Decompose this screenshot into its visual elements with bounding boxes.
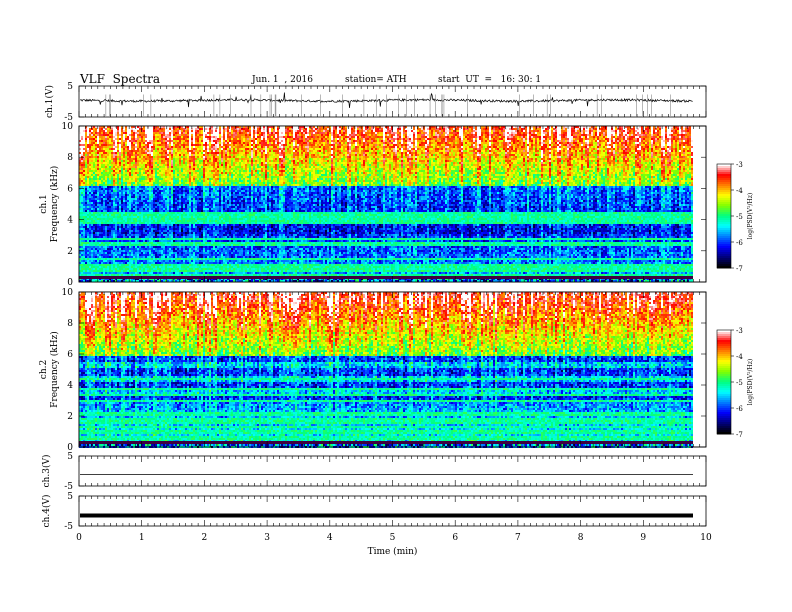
ch2-spectrogram-colorbar-tick-label: -5 — [736, 379, 743, 387]
ch2-spectrogram-cells — [79, 292, 693, 448]
ch2-spectrogram-colorbar — [717, 330, 731, 435]
xtick-label: 7 — [515, 533, 521, 543]
ch2-spectrogram-colorbar-tick-label: -4 — [736, 353, 743, 361]
ch1-spectrogram-ytick-label: 4 — [67, 216, 73, 226]
ch3-waveform-ylabel: ch.3(V) — [41, 455, 52, 488]
xtick-label: 3 — [264, 533, 270, 543]
ch1-spectrogram-colorbar-tick-label: -4 — [736, 187, 743, 195]
ch3-waveform-ytick-label: -5 — [64, 482, 73, 492]
xtick-label: 0 — [76, 533, 82, 543]
xtick-label: 4 — [327, 533, 333, 543]
ch2-spectrogram-colorbar-tick-label: -3 — [736, 327, 743, 335]
ch1-spectrogram-colorbar-tick-label: -6 — [736, 239, 743, 247]
ch2-spectrogram-ytick-label: 2 — [67, 412, 73, 422]
ch4-waveform-ytick-label: 5 — [67, 492, 73, 502]
vlf-figure: 5-5ch.1(V)1086420ch.1 Frequency (kHz)-3-4… — [0, 0, 792, 612]
ch2-spectrogram-dc-band — [79, 441, 693, 444]
ch1-spectrogram-colorbar-tick-label: -3 — [736, 161, 743, 169]
xtick-label: 6 — [452, 533, 458, 543]
xtick-label: 2 — [202, 533, 208, 543]
ch1-spectrogram-ytick-label: 0 — [67, 278, 73, 288]
ch1-spectrogram-colorbar-tick-label: -7 — [736, 265, 743, 273]
x-axis-label: Time (min) — [368, 546, 418, 557]
ch1-spectrogram-dc-band — [79, 276, 693, 279]
ch1-waveform-ytick-label: 5 — [67, 82, 73, 92]
ch1-spectrogram-cells — [79, 126, 693, 282]
ch4-waveform-ytick-label: -5 — [64, 522, 73, 532]
ch2-spectrogram-ytick-label: 4 — [67, 381, 73, 391]
ch2-spectrogram-ylabel-frequency: Frequency (kHz) — [49, 331, 60, 408]
ch1-spectrogram-colorbar-label: log(PSD(V²/Hz) — [747, 193, 754, 240]
ch1-spectrogram-ytick-label: 8 — [67, 153, 73, 163]
ch2-spectrogram-ytick-label: 8 — [67, 319, 73, 329]
xtick-label: 5 — [390, 533, 396, 543]
ch4-waveform-line — [80, 514, 693, 518]
xtick-label: 1 — [139, 533, 145, 543]
ch4-waveform-ylabel: ch.4(V) — [41, 495, 52, 528]
ch1-spectrogram-ytick-label: 10 — [62, 122, 74, 132]
ch1-spectrogram-ylabel-channel: ch.1 — [39, 194, 49, 213]
ch2-spectrogram-ytick-label: 10 — [62, 288, 74, 298]
ch2-spectrogram-ytick-label: 6 — [67, 350, 73, 360]
ch1-waveform-ylabel: ch.1(V) — [44, 85, 55, 118]
xtick-label: 9 — [640, 533, 646, 543]
ch2-spectrogram-colorbar-tick-label: -7 — [736, 431, 743, 439]
ch1-spectrogram-colorbar-tick-label: -5 — [736, 213, 743, 221]
ch2-spectrogram-colorbar-label: log(PSD(V²/Hz) — [747, 359, 754, 406]
ch1-spectrogram-colorbar — [717, 164, 731, 269]
xtick-label: 8 — [578, 533, 584, 543]
ch1-spectrogram-ylabel-frequency: Frequency (kHz) — [49, 166, 60, 243]
ch2-spectrogram-ylabel-channel: ch.2 — [39, 360, 49, 379]
ch2-spectrogram-colorbar-tick-label: -6 — [736, 405, 743, 413]
ch1-spectrogram-ytick-label: 6 — [67, 184, 73, 194]
ch1-spectrogram-ytick-label: 2 — [67, 247, 73, 257]
ch3-waveform-ytick-label: 5 — [67, 452, 73, 462]
xtick-label: 10 — [700, 533, 712, 543]
